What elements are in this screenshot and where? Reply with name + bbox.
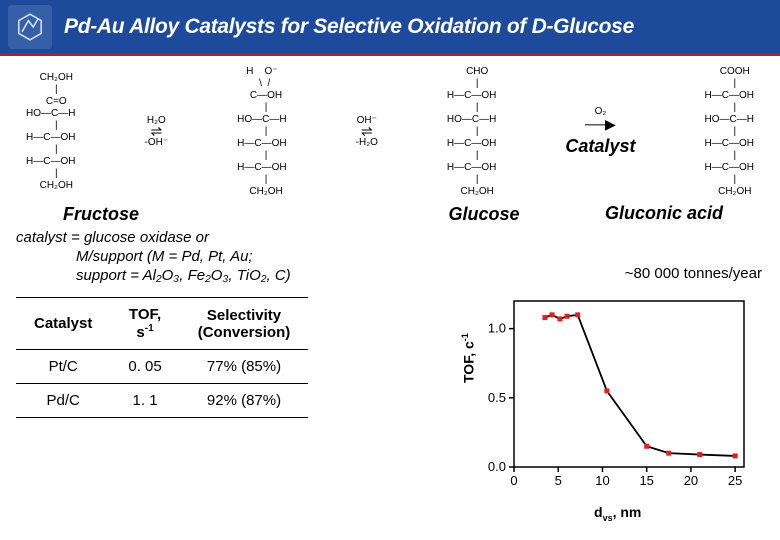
- page-title: Pd-Au Alloy Catalysts for Selective Oxid…: [64, 15, 634, 39]
- svg-text:20: 20: [684, 473, 698, 488]
- lower-row: Catalyst TOF,s-1 Selectivity(Conversion)…: [16, 293, 764, 503]
- table-row: Pd/C 1. 1 92% (87%): [16, 384, 308, 418]
- mol-glucose: CHO | H—C—OH | HO—C—H | H—C—OH | H—C—OH …: [447, 66, 496, 198]
- svg-text:10: 10: [595, 473, 609, 488]
- catalyst-table: Catalyst TOF,s-1 Selectivity(Conversion)…: [16, 297, 308, 418]
- mol-gluconic: COOH | H—C—OH | HO—C—H | H—C—OH | H—C—OH…: [705, 66, 754, 198]
- tof-chart: ~80 000 tonnes/year Au/Al2O3 TOF, c-1 dv…: [464, 293, 764, 503]
- equil-arrow-2: OH⁻ ⇌ -H₂O: [356, 115, 378, 149]
- y-axis-title: TOF, c-1: [460, 333, 477, 383]
- logo-icon: [8, 5, 52, 49]
- svg-text:1.0: 1.0: [488, 321, 506, 336]
- svg-text:0.5: 0.5: [488, 390, 506, 405]
- arrow-3: O₂ ──▶ Catalyst: [565, 106, 635, 157]
- chart-svg: 0 5 10 15 20 25 0.0 0.5 1.0: [482, 293, 752, 493]
- label-fructose: Fructose: [36, 204, 166, 225]
- catalyst-note: catalyst = glucose oxidase or M/support …: [16, 229, 291, 285]
- svg-text:0.0: 0.0: [488, 459, 506, 474]
- svg-text:25: 25: [728, 473, 742, 488]
- compound-labels: Fructose Glucose Gluconic acid: [16, 204, 764, 225]
- production-note: ~80 000 tonnes/year: [625, 265, 762, 282]
- label-gluconic: Gluconic acid: [604, 204, 724, 225]
- table-header-row: Catalyst TOF,s-1 Selectivity(Conversion): [16, 298, 308, 350]
- header-bar: Pd-Au Alloy Catalysts for Selective Oxid…: [0, 0, 780, 56]
- x-axis-title: dvs, nm: [594, 504, 641, 523]
- catalyst-label: Catalyst: [565, 136, 635, 158]
- equil-arrow-1: H₂O ⇌ -OH⁻: [145, 115, 169, 149]
- content-area: CH₂OH | C=O HO—C—H | H—C—OH | H—C—OH | C…: [0, 56, 780, 503]
- th-catalyst: Catalyst: [16, 298, 110, 350]
- svg-text:0: 0: [510, 473, 517, 488]
- th-selectivity: Selectivity(Conversion): [180, 298, 309, 350]
- table-row: Pt/C 0. 05 77% (85%): [16, 350, 308, 384]
- label-glucose: Glucose: [424, 204, 544, 225]
- mol-fructose-open: CH₂OH | C=O HO—C—H | H—C—OH | H—C—OH | C…: [26, 72, 75, 192]
- svg-text:5: 5: [555, 473, 562, 488]
- svg-text:15: 15: [639, 473, 653, 488]
- th-tof: TOF,s-1: [110, 298, 179, 350]
- mol-intermediate: H O⁻ \ / C—OH | HO—C—H | H—C—OH | H—C—OH…: [237, 66, 286, 198]
- reaction-scheme: CH₂OH | C=O HO—C—H | H—C—OH | H—C—OH | C…: [16, 62, 764, 198]
